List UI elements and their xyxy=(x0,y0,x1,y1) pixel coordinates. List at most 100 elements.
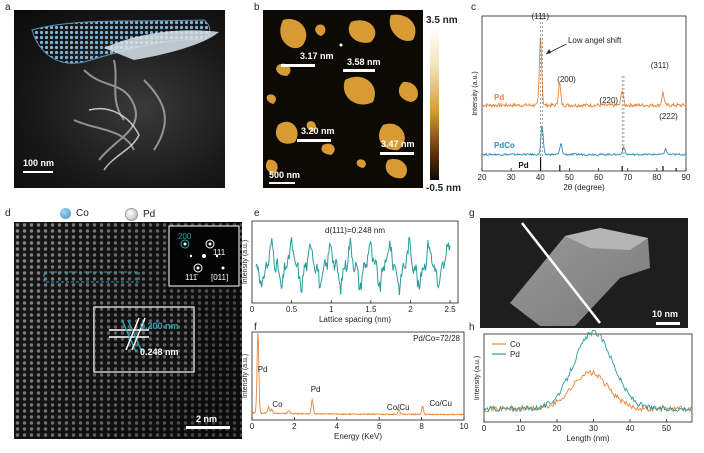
y-axis-label: Intensity (a.u.) xyxy=(474,356,481,400)
line-scan-series xyxy=(483,330,693,413)
panel-label-f: f xyxy=(254,322,257,333)
pd-atom-icon xyxy=(125,208,138,221)
scale-bar-label: 10 nm xyxy=(652,309,679,319)
nanosheet-haadf xyxy=(510,222,680,326)
x-tick-label: 90 xyxy=(682,173,691,182)
x-axis-label: Energy (KeV) xyxy=(334,432,382,441)
plot-frame xyxy=(251,220,459,304)
x-tick-label: 0.5 xyxy=(286,305,298,314)
x-tick-label: 0 xyxy=(250,422,255,431)
x-tick-label: 50 xyxy=(565,173,574,182)
fft-spot-label: 200 xyxy=(178,232,192,241)
panel-label-b: b xyxy=(254,2,260,13)
fft-zone-axis-label: [011] xyxy=(211,273,229,282)
line-scan-chart: 0 10 20 30 40 50 Length (nm) Intensity (a.u.) Co… xyxy=(474,330,693,443)
lattice-profile-chart: 0 0.5 1 1.5 2 2.5 Lattice spacing (nm) Intensit… xyxy=(242,220,459,324)
x-tick-label: 0 xyxy=(482,424,487,433)
x-tick-label: 20 xyxy=(553,424,562,433)
nanosheet-illustration xyxy=(31,19,219,171)
x-tick-label: 20 xyxy=(478,173,487,182)
x-tick-label: 6 xyxy=(377,422,382,431)
x-tick-label: 1 xyxy=(329,305,334,314)
x-tick-label: 70 xyxy=(623,173,632,182)
peak-label: (220) xyxy=(599,96,618,105)
x-tick-label: 40 xyxy=(536,173,545,182)
afm-flakes xyxy=(265,14,418,184)
panel-g-haadf-image: 10 nm xyxy=(480,218,688,328)
chart-title: d(111)=0.248 nm xyxy=(325,226,385,235)
y-axis-label: Intensity (a.u.) xyxy=(472,71,479,115)
colorbar-min-label: -0.5 nm xyxy=(426,183,462,194)
x-tick-label: 2.5 xyxy=(445,305,457,314)
afm-colorbar xyxy=(430,28,439,180)
x-tick-label: 10 xyxy=(460,422,468,431)
xrd-chart: 20 30 40 50 60 70 80 90 2θ (degree) Intensity (a.… xyxy=(472,12,691,192)
xrd-series-line xyxy=(481,37,687,109)
x-tick-label: 10 xyxy=(516,424,525,433)
legend-pd: Pd xyxy=(125,208,155,221)
peak-label: (311) xyxy=(651,61,669,70)
series-label: Pd xyxy=(494,93,504,102)
peak-label: Pd xyxy=(311,385,321,394)
scale-bar-line xyxy=(23,171,53,173)
plot-frame xyxy=(481,15,687,172)
fft-spot-label: 111̄ xyxy=(185,273,198,282)
panel-label-h: h xyxy=(469,322,475,333)
x-tick-label: 0 xyxy=(250,305,255,314)
x-tick-label: 2 xyxy=(292,422,297,431)
legend-label: Pd xyxy=(510,350,520,359)
x-tick-label: 2 xyxy=(408,305,413,314)
eds-spectrum-chart: 0 2 4 6 8 10 Energy (KeV) Intensity (a.u.) Pd/Co… xyxy=(242,331,468,441)
peak-label: Pd xyxy=(258,365,268,374)
spacing-label-111: 0.248 nm xyxy=(140,347,179,357)
peak-label: (111) xyxy=(532,12,550,21)
panel-label-e: e xyxy=(254,208,260,219)
colorbar-max-label: 3.5 nm xyxy=(426,15,458,26)
reference-label: Pd xyxy=(518,161,528,170)
peak-label: (200) xyxy=(557,75,576,84)
spacing-label-200: 0.200 nm xyxy=(140,321,179,331)
scale-bar-label: 100 nm xyxy=(23,158,55,168)
x-tick-label: 30 xyxy=(589,424,598,433)
xrd-series-line xyxy=(481,124,687,157)
peak-label: Co xyxy=(272,400,283,409)
eds-spectrum-line xyxy=(251,332,465,416)
annotation-arrowhead xyxy=(546,49,552,54)
panel-a-tem-image: 100 nm xyxy=(14,10,225,188)
legend-co: Co xyxy=(60,208,89,219)
lattice-profile-line xyxy=(255,236,451,296)
scale-bar-label: 2 nm xyxy=(196,414,218,424)
x-tick-label: 60 xyxy=(594,173,603,182)
fft-spot-label: 111 xyxy=(213,248,226,257)
panel-label-c: c xyxy=(471,2,476,13)
afm-height-label: 3.20 nm xyxy=(301,126,335,136)
x-tick-label: 80 xyxy=(652,173,661,182)
panel-b-afm-image: 3.17 nm 3.58 nm 3.20 nm 3.47 nm 500 nm xyxy=(263,10,423,188)
annotation-text: Low angel shift xyxy=(568,36,622,45)
x-axis-label: Length (nm) xyxy=(566,434,609,443)
peak-label: Co/Cu xyxy=(429,399,452,408)
legend-label: Co xyxy=(510,340,521,349)
co-atom-icon xyxy=(60,208,71,219)
x-tick-label: 30 xyxy=(507,173,516,182)
panel-d-haadf-image: 200 111 111̄ [011] 0.200 nm 0.248 nm 2 n… xyxy=(14,222,242,439)
plot-frame xyxy=(251,331,465,421)
x-tick-label: 4 xyxy=(335,422,340,431)
x-tick-label: 50 xyxy=(662,424,671,433)
peak-label: Co/Cu xyxy=(387,403,410,412)
panel-label-g: g xyxy=(469,208,475,219)
x-tick-label: 8 xyxy=(419,422,424,431)
atomic-lattice xyxy=(14,222,242,439)
x-axis-label: 2θ (degree) xyxy=(563,183,605,192)
afm-height-label: 3.17 nm xyxy=(300,51,334,61)
x-tick-label: 40 xyxy=(626,424,635,433)
chart-title: Pd/Co=72/28 xyxy=(413,334,460,343)
y-axis-label: Intensity (a.u.) xyxy=(242,354,249,398)
x-tick-label: 1.5 xyxy=(365,305,377,314)
scale-bar-label: 500 nm xyxy=(269,170,301,180)
panel-label-d: d xyxy=(5,208,11,219)
peak-label: (222) xyxy=(659,112,678,121)
afm-height-label: 3.58 nm xyxy=(347,57,381,67)
series-label: PdCo xyxy=(494,141,515,150)
y-axis-label: Intensity (a.u.) xyxy=(242,240,249,284)
